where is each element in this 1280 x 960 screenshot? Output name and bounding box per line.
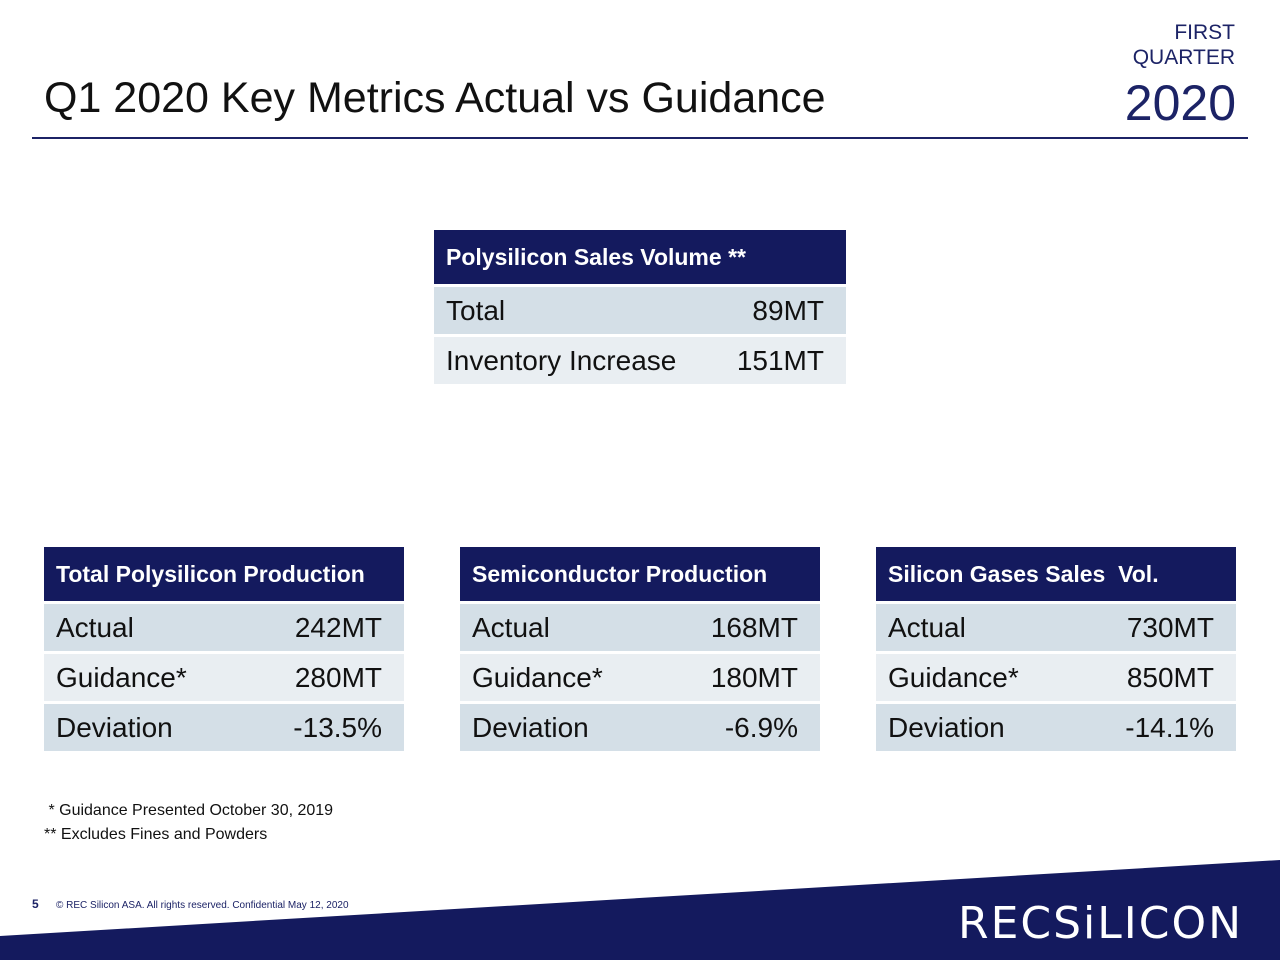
table-row: Actual 168MT — [460, 604, 820, 651]
rec-silicon-logo: RECSiLICON — [958, 898, 1244, 949]
table-row: Actual 730MT — [876, 604, 1236, 651]
row-value: -6.9% — [680, 704, 820, 751]
table-row: Guidance* 280MT — [44, 654, 405, 701]
row-label: Actual — [44, 604, 264, 651]
row-label: Deviation — [876, 704, 1096, 751]
table-row: Deviation -13.5% — [44, 704, 405, 751]
table-row: Guidance* 850MT — [876, 654, 1236, 701]
row-value: 280MT — [264, 654, 405, 701]
row-label: Guidance* — [44, 654, 264, 701]
row-value: 242MT — [264, 604, 405, 651]
quarter-label: FIRST QUARTER — [1133, 20, 1235, 70]
row-label: Deviation — [460, 704, 680, 751]
table-row: Deviation -6.9% — [460, 704, 820, 751]
row-value: 850MT — [1096, 654, 1236, 701]
page-number: 5 — [32, 897, 39, 911]
row-value: -13.5% — [264, 704, 405, 751]
footer-band — [0, 860, 1280, 960]
row-label: Total — [434, 287, 714, 334]
row-value: -14.1% — [1096, 704, 1236, 751]
row-value: 151MT — [714, 337, 846, 384]
table-row: Total 89MT — [434, 287, 846, 334]
gases-sales-heading: Silicon Gases Sales Vol. — [876, 547, 1236, 601]
sales-volume-heading: Polysilicon Sales Volume ** — [434, 230, 846, 284]
row-label: Guidance* — [460, 654, 680, 701]
header-divider — [32, 137, 1248, 139]
table-row: Inventory Increase 151MT — [434, 337, 846, 384]
table-row: Actual 242MT — [44, 604, 405, 651]
quarter-line-quarter: QUARTER — [1132, 46, 1235, 69]
page-title: Q1 2020 Key Metrics Actual vs Guidance — [44, 74, 826, 122]
quarter-year: 2020 — [1124, 75, 1236, 131]
row-label: Deviation — [44, 704, 264, 751]
gases-sales-table: Silicon Gases Sales Vol. Actual 730MT Gu… — [876, 544, 1236, 754]
row-value: 168MT — [680, 604, 820, 651]
row-value: 730MT — [1096, 604, 1236, 651]
row-value: 180MT — [680, 654, 820, 701]
table-row: Guidance* 180MT — [460, 654, 820, 701]
semi-production-table: Semiconductor Production Actual 168MT Gu… — [460, 544, 820, 754]
copyright-text: © REC Silicon ASA. All rights reserved. … — [56, 900, 349, 911]
row-label: Actual — [876, 604, 1096, 651]
total-production-heading: Total Polysilicon Production — [44, 547, 405, 601]
table-row: Deviation -14.1% — [876, 704, 1236, 751]
footnote-excludes: ** Excludes Fines and Powders — [44, 826, 268, 843]
row-value: 89MT — [714, 287, 846, 334]
row-label: Inventory Increase — [434, 337, 714, 384]
footnote-guidance: * Guidance Presented October 30, 2019 — [44, 802, 334, 819]
total-production-table: Total Polysilicon Production Actual 242M… — [44, 544, 405, 754]
quarter-line-first: FIRST — [1174, 21, 1235, 44]
row-label: Actual — [460, 604, 680, 651]
semi-production-heading: Semiconductor Production — [460, 547, 820, 601]
sales-volume-table: Polysilicon Sales Volume ** Total 89MT I… — [434, 227, 846, 387]
row-label: Guidance* — [876, 654, 1096, 701]
